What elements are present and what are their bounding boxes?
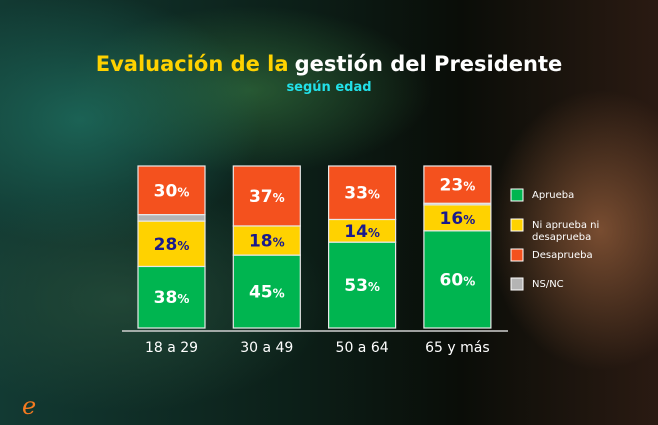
bar-segment-aprueba (423, 230, 492, 329)
bar-stack: 60% 16% 23% (423, 165, 492, 329)
bar-segment-desaprueba (232, 165, 301, 227)
title-part2: gestión del Presidente (295, 52, 563, 76)
bar-segment-aprueba (137, 265, 206, 329)
bar-segment-ni-aprueba-ni-desaprueba (232, 225, 301, 256)
bar-stack: 53% 14% 33% (328, 165, 397, 329)
legend-label: Aprueba (532, 190, 574, 201)
legend-swatch (510, 248, 524, 262)
legend-item: Aprueba (510, 188, 574, 202)
legend-item: NS/NC (510, 277, 564, 291)
title-part1: Evaluación de la (96, 52, 289, 76)
data-label: 45% (249, 283, 285, 303)
category-label: 30 a 49 (240, 340, 293, 356)
bar-stack: 45% 18% 37% (232, 165, 301, 329)
legend-label: NS/NC (532, 279, 564, 290)
data-label: 37% (249, 187, 285, 207)
legend-item: Ni aprueba ni desaprueba (510, 218, 602, 243)
bar-segment-aprueba (328, 241, 397, 329)
bar-stack: 38% 28% 30% (137, 165, 206, 329)
bar-segment-aprueba (232, 254, 301, 329)
data-label: 38% (154, 288, 190, 308)
chart-subtitle: según edad (286, 80, 371, 95)
bar-segment-desaprueba (423, 165, 492, 204)
data-label: 30% (154, 181, 190, 201)
bar-segment-ns-nc (137, 214, 206, 222)
legend-label: Ni aprueba ni desaprueba (532, 220, 602, 243)
data-label: 14% (344, 222, 380, 242)
bar-segment-desaprueba (328, 165, 397, 221)
bars: 38% 28% 30% 45% 18% 37% 53% 14% 33% 60% 16% 23% (137, 165, 492, 329)
data-label: 33% (344, 184, 380, 204)
category-label: 18 a 29 (145, 340, 198, 356)
data-label: 28% (154, 235, 190, 255)
bar-segment-desaprueba (137, 165, 206, 216)
data-label: 18% (249, 232, 285, 252)
legend-item: Desaprueba (510, 248, 593, 262)
legend: Aprueba Ni aprueba ni desaprueba Desaprueb… (510, 188, 602, 291)
data-label: 60% (440, 270, 476, 290)
legend-swatch (510, 188, 524, 202)
legend-label: Desaprueba (532, 250, 593, 261)
legend-swatch (510, 218, 524, 232)
logo: e (22, 392, 36, 420)
data-label: 23% (440, 176, 476, 196)
category-label: 50 a 64 (336, 340, 389, 356)
category-labels: 18 a 29 30 a 49 50 a 64 65 y más (145, 340, 490, 356)
chart-title: Evaluación de la gestión del Presidente (96, 52, 563, 76)
data-label: 53% (344, 276, 380, 296)
data-label: 16% (440, 209, 476, 229)
bar-segment-ni-aprueba-ni-desaprueba (137, 220, 206, 268)
legend-swatch (510, 277, 524, 291)
category-label: 65 y más (425, 340, 490, 356)
